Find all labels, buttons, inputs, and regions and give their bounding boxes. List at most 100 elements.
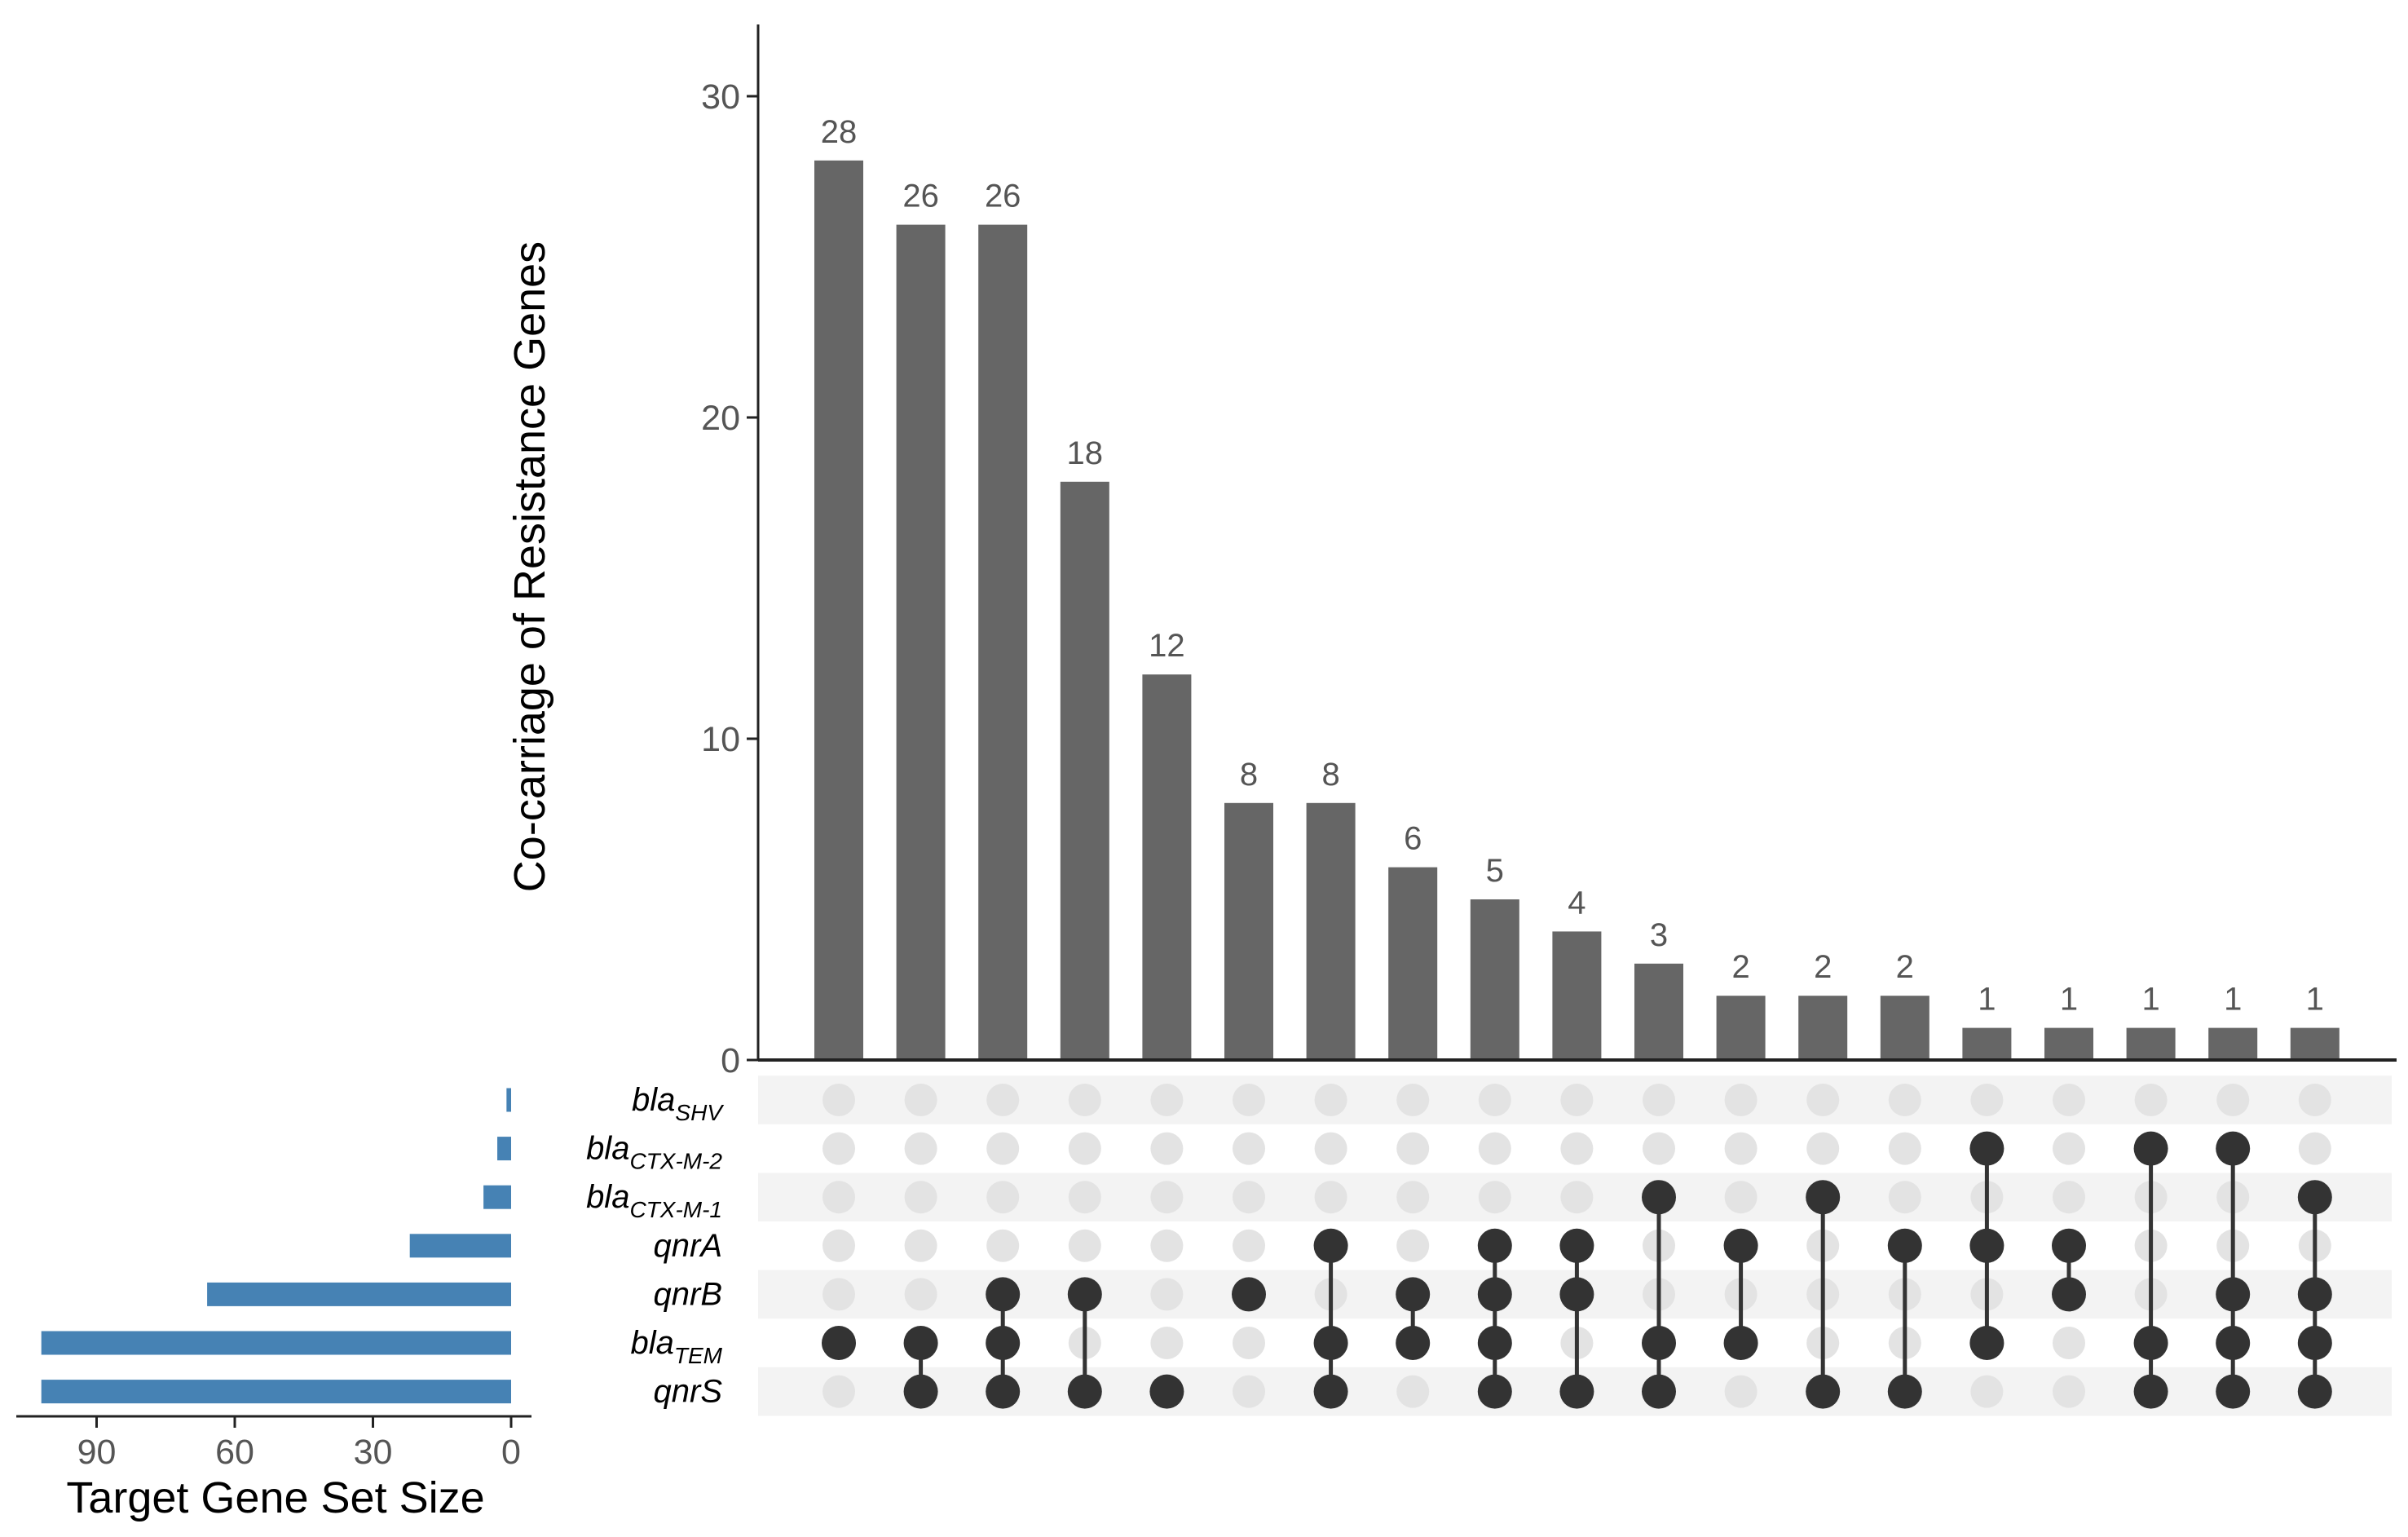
matrix-dot-inactive [823, 1229, 855, 1262]
set-size-bar [497, 1137, 511, 1161]
set-label-name: bla [586, 1179, 629, 1215]
set-size-bar [409, 1234, 511, 1258]
matrix-dot-inactive [1150, 1084, 1184, 1116]
set-label: blaCTX-M-1 [586, 1179, 722, 1222]
matrix-dot-active [822, 1326, 856, 1360]
matrix-dot-inactive [2298, 1132, 2331, 1165]
matrix-dot-inactive [1150, 1278, 1184, 1311]
matrix-dot-active [2052, 1277, 2086, 1312]
matrix-dot-active [1477, 1374, 1512, 1409]
matrix-dot-inactive [1314, 1181, 1347, 1214]
matrix-dot-inactive [1314, 1132, 1347, 1165]
matrix-dot-inactive [1150, 1181, 1184, 1214]
matrix-dot-inactive [2053, 1132, 2085, 1165]
matrix-dot-inactive [1888, 1181, 1921, 1214]
set-size-bar [41, 1380, 511, 1404]
matrix-dot-inactive [1724, 1181, 1757, 1214]
matrix-dot-active [1232, 1277, 1266, 1312]
intersection-axis-title: Co-carriage of Resistance Genes [505, 241, 554, 892]
matrix-dot-active [2052, 1228, 2086, 1263]
matrix-dot-active [1642, 1180, 1676, 1215]
matrix-dot-active [1067, 1374, 1102, 1409]
matrix-dot-inactive [986, 1229, 1020, 1262]
intersection-bar-label: 26 [902, 179, 939, 214]
matrix-dot-inactive [1233, 1327, 1265, 1359]
set-size-tick-label: 0 [501, 1433, 521, 1472]
matrix-dot-inactive [1150, 1327, 1184, 1359]
matrix-dot-active [2216, 1326, 2251, 1360]
matrix-dot-active [1067, 1277, 1102, 1312]
intersection-bar [2290, 1027, 2340, 1060]
matrix-dot-active [1642, 1326, 1676, 1360]
intersection-bar-label: 4 [1568, 885, 1585, 921]
matrix-dot-active [1969, 1131, 2004, 1166]
set-size-bars [41, 1088, 511, 1404]
set-label: qnrB [654, 1276, 723, 1312]
set-label-subscript: SHV [675, 1100, 724, 1125]
set-labels: blaSHVblaCTX-M-2blaCTX-M-1qnrAqnrBblaTEM… [586, 1082, 724, 1410]
intersection-bar [1880, 996, 1929, 1060]
matrix-dot-inactive [1396, 1229, 1430, 1262]
matrix-dot-active [1396, 1326, 1431, 1360]
intersection-bar [978, 224, 1028, 1061]
set-label-name: bla [631, 1325, 674, 1361]
matrix-dot-inactive [1724, 1084, 1757, 1116]
matrix-dot-inactive [1643, 1132, 1675, 1165]
matrix-dot-active [1313, 1326, 1348, 1360]
matrix-dot-inactive [1150, 1132, 1184, 1165]
matrix-dot-inactive [1068, 1229, 1101, 1262]
matrix-dot-active [1477, 1326, 1512, 1360]
set-label: qnrS [654, 1374, 723, 1410]
intersection-bar [814, 160, 863, 1060]
matrix-dot-inactive [1560, 1132, 1594, 1165]
set-size-bar [207, 1282, 511, 1306]
intersection-bar-label: 2 [1731, 949, 1749, 985]
intersection-bar-label: 5 [1486, 853, 1504, 889]
intersection-bar-label: 1 [1978, 982, 1996, 1018]
matrix-dot-inactive [1724, 1132, 1757, 1165]
matrix-dot-active [1969, 1228, 2004, 1263]
intersection-bar-label: 28 [821, 114, 858, 150]
matrix-dot-inactive [823, 1132, 855, 1165]
matrix-dot-inactive [823, 1375, 855, 1408]
matrix-dot-inactive [1888, 1084, 1921, 1116]
intersection-bar-label: 3 [1650, 917, 1668, 953]
matrix-dot-active [2216, 1374, 2251, 1409]
intersection-bar [2044, 1027, 2093, 1060]
matrix-dot-inactive [904, 1278, 937, 1311]
set-label-name: qnrB [654, 1276, 723, 1312]
matrix-dot-inactive [1233, 1229, 1265, 1262]
matrix-dot-inactive [2053, 1084, 2085, 1116]
y-tick-label: 20 [701, 399, 740, 438]
matrix-dot-inactive [1806, 1132, 1840, 1165]
matrix-dot-inactive [1314, 1084, 1347, 1116]
matrix-dot-active [903, 1374, 938, 1409]
matrix-dot-active [1723, 1326, 1758, 1360]
matrix-dot-inactive [1233, 1375, 1265, 1408]
matrix-dot-active [1396, 1277, 1431, 1312]
set-label-name: bla [586, 1131, 629, 1167]
matrix-dot-inactive [904, 1181, 937, 1214]
intersection-bar-label: 1 [2224, 982, 2242, 1018]
matrix-dot-inactive [2053, 1375, 2085, 1408]
intersection-bar-label: 1 [2060, 982, 2078, 1018]
set-label: blaCTX-M-2 [586, 1131, 722, 1174]
intersection-bar [1962, 1027, 2012, 1060]
matrix-dot-inactive [823, 1181, 855, 1214]
set-label: blaSHV [632, 1082, 724, 1125]
intersection-bar-label: 2 [1814, 949, 1832, 985]
matrix-dot-inactive [1068, 1181, 1101, 1214]
matrix-dot-inactive [986, 1132, 1020, 1165]
matrix-dot-inactive [1724, 1375, 1757, 1408]
matrix-dot-active [986, 1326, 1021, 1360]
set-size-tick-label: 90 [77, 1433, 117, 1472]
set-label: qnrA [654, 1228, 723, 1264]
y-tick-label: 0 [721, 1041, 740, 1080]
intersection-bar-label: 12 [1149, 628, 1185, 664]
matrix-dot-active [2133, 1131, 2168, 1166]
matrix-dot-inactive [904, 1229, 937, 1262]
intersection-bar [1224, 802, 1273, 1060]
matrix-dot-active [1313, 1374, 1348, 1409]
matrix-dot-active [1313, 1228, 1348, 1263]
set-label-name: qnrS [654, 1374, 723, 1410]
